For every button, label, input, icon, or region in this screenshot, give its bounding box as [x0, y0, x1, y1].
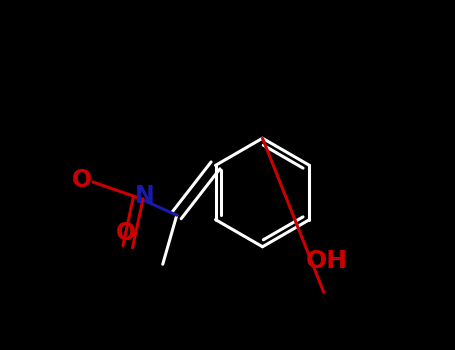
Text: N: N: [135, 184, 154, 208]
Text: O: O: [116, 222, 136, 245]
Text: OH: OH: [306, 249, 349, 273]
Text: O: O: [72, 168, 92, 192]
